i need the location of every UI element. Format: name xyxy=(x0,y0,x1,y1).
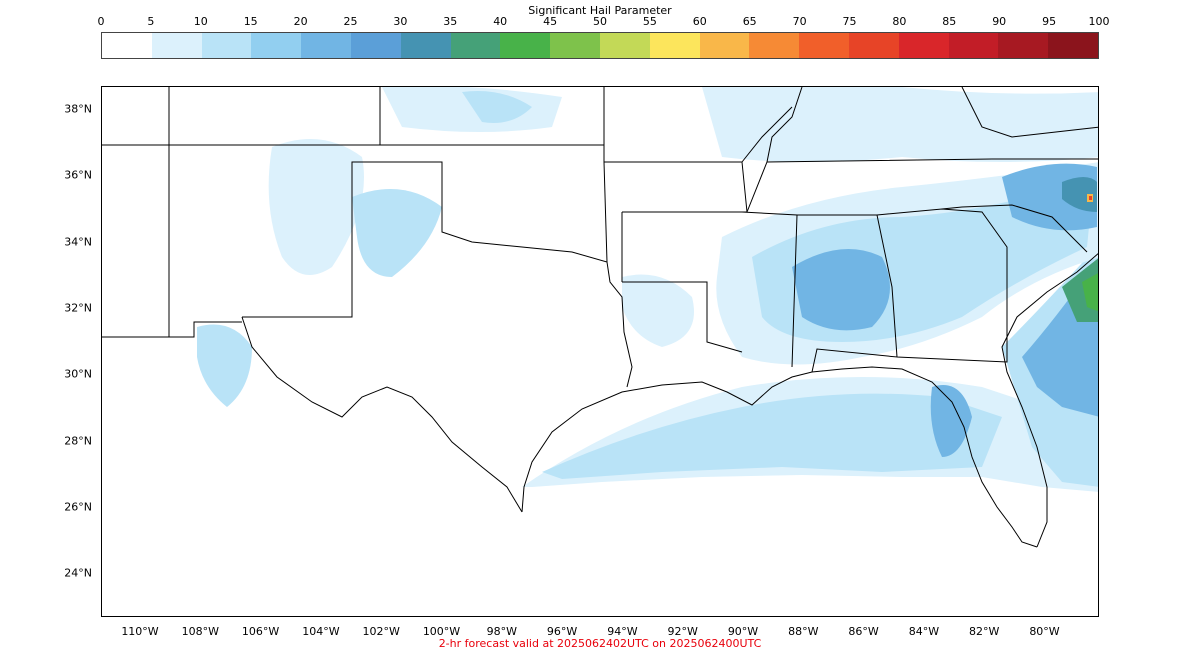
field-westtx xyxy=(197,324,252,407)
longitude-label: 92°W xyxy=(667,625,698,638)
colorbar-segment xyxy=(550,33,600,58)
boundaries xyxy=(102,87,1098,548)
field-carolina-core xyxy=(1062,177,1097,212)
border-kansas xyxy=(379,87,605,145)
colorbar xyxy=(101,32,1099,59)
colorbar-tick-label: 100 xyxy=(1088,15,1110,28)
colorbar-segment xyxy=(400,33,451,58)
colorbar-segment xyxy=(301,33,351,58)
colorbar-tick-label: 10 xyxy=(193,15,208,28)
colorbar-tick-label: 80 xyxy=(892,15,907,28)
latitude-label: 32°N xyxy=(64,301,92,315)
colorbar-segment xyxy=(102,33,152,58)
longitude-label: 100°W xyxy=(422,625,461,638)
border-oklahoma xyxy=(352,144,608,263)
map-canvas xyxy=(102,87,1098,548)
longitude-label: 106°W xyxy=(241,625,280,638)
colorbar-segment xyxy=(599,33,650,58)
colorbar-tick-label: 65 xyxy=(742,15,757,28)
colorbar-tick-label: 90 xyxy=(992,15,1007,28)
longitude-label: 82°W xyxy=(969,625,1000,638)
border-tn-nc xyxy=(746,87,1098,253)
latitude-label: 28°N xyxy=(64,434,92,447)
latitude-label: 38°N xyxy=(64,102,92,116)
border-newmexico xyxy=(102,87,352,338)
latitude-label: 24°N xyxy=(64,566,92,580)
colorbar-segment xyxy=(151,33,202,58)
longitude-label: 88°W xyxy=(788,625,819,638)
colorbar-segment xyxy=(799,33,849,58)
colorbar-tick-label: 95 xyxy=(1042,15,1057,28)
colorbar-tick-label: 30 xyxy=(393,15,408,28)
colorbar-tick-label: 70 xyxy=(792,15,807,28)
longitude-label: 102°W xyxy=(362,625,400,638)
colorbar-tick-label: 75 xyxy=(842,15,857,28)
colorbar-tick-label: 25 xyxy=(343,15,358,28)
colorbar-tick-label: 60 xyxy=(692,15,707,28)
longitude-label: 108°W xyxy=(181,625,219,638)
colorbar-segment xyxy=(1048,33,1098,58)
colorbar-tick-label: 35 xyxy=(443,15,458,28)
border-arkansas xyxy=(604,161,748,353)
field-gulf-inner xyxy=(542,393,1002,479)
coastline-atlantic xyxy=(1001,253,1098,548)
field-atlantic-green xyxy=(1082,273,1098,312)
latitude-label: 36°N xyxy=(64,168,92,182)
colorbar-tick-label: 0 xyxy=(97,15,105,28)
longitude-label: 86°W xyxy=(848,625,879,638)
border-texas xyxy=(241,161,633,513)
field-kansas xyxy=(382,87,562,132)
colorbar-tick-labels: 0 5 10 15 20 25 30 35 40 45 50 55 60 65 70 75 80 85 90 95 10… xyxy=(0,0,1200,32)
colorbar-title: Significant Hail Parameter xyxy=(528,4,672,17)
colorbar-segment xyxy=(998,33,1049,58)
map-panel[interactable] xyxy=(101,86,1099,617)
field-kansas-core xyxy=(462,91,532,123)
latitude-label: 26°N xyxy=(64,500,92,514)
colorbar-tick-label: 45 xyxy=(543,15,558,28)
colorbar-tick-label: 85 xyxy=(942,15,957,28)
longitude-label: 104°W xyxy=(302,625,340,638)
longitude-label: 98°W xyxy=(486,625,517,638)
colorbar-segment xyxy=(500,33,551,58)
colorbar-segment xyxy=(649,33,700,58)
longitude-label: 90°W xyxy=(727,625,759,638)
colorbar-tick-label: 20 xyxy=(293,15,308,28)
colorbar-tick-label: 15 xyxy=(243,15,258,28)
border-va xyxy=(741,87,1098,163)
colorbar-segment xyxy=(251,33,302,58)
border-ms-al xyxy=(741,208,1008,373)
colorbar-segment xyxy=(948,33,999,58)
longitude-label: 96°W xyxy=(546,625,578,638)
field-louisiana xyxy=(622,274,694,347)
forecast-caption: 2-hr forecast valid at 2025062402UTC on … xyxy=(438,637,762,650)
field-panhandle xyxy=(352,189,442,277)
latitude-label: 34°N xyxy=(64,235,92,249)
colorbar-segment xyxy=(350,33,401,58)
colorbar-segment xyxy=(749,33,800,58)
longitude-label: 80°W xyxy=(1029,625,1060,638)
colorbar-tick-label: 55 xyxy=(642,15,657,28)
longitude-label: 84°W xyxy=(908,625,940,638)
colorbar-tick-label: 5 xyxy=(147,15,155,28)
colorbar-segment xyxy=(898,33,949,58)
field-alabama xyxy=(792,249,890,331)
latitude-label: 30°N xyxy=(64,367,92,381)
colorbar-tick-label: 40 xyxy=(493,15,508,28)
field-florida xyxy=(930,385,972,457)
hail-field xyxy=(197,87,1098,492)
colorbar-segment xyxy=(848,33,899,58)
colorbar-segment xyxy=(699,33,750,58)
longitude-label: 110°W xyxy=(121,625,159,638)
longitude-label: 94°W xyxy=(607,625,638,638)
field-midwest xyxy=(702,87,1098,162)
field-hotspot-core xyxy=(1089,196,1092,200)
field-newmexico xyxy=(268,139,364,275)
colorbar-segment xyxy=(450,33,501,58)
colorbar-tick-label: 50 xyxy=(593,15,607,28)
colorbar-segment xyxy=(201,33,252,58)
